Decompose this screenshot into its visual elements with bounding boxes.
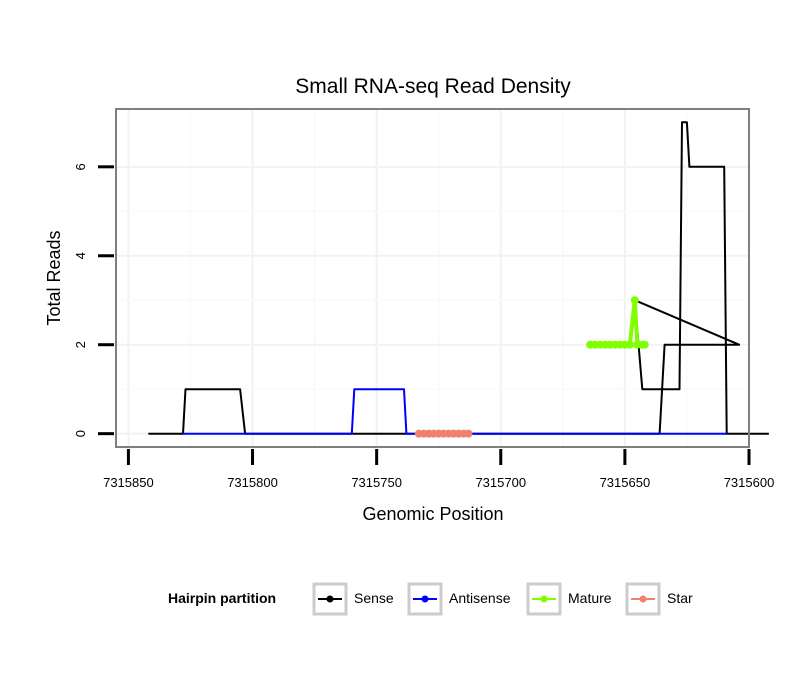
- legend-key-point: [326, 595, 334, 603]
- series-layer: [148, 121, 769, 438]
- y-axis-title: Total Reads: [44, 230, 64, 325]
- chart-title: Small RNA-seq Read Density: [295, 75, 571, 98]
- x-tick-label: 7315750: [351, 475, 402, 490]
- data-point-mature: [640, 340, 649, 349]
- series-mature: [586, 296, 649, 349]
- data-point-mature: [630, 296, 639, 305]
- series-star: [414, 429, 473, 438]
- data-point-star: [464, 429, 473, 438]
- legend-key-point: [421, 595, 429, 603]
- x-axis: 7315850 7315800 7315750 7315700 7315650 73156…: [103, 449, 774, 490]
- x-tick-label: 7315850: [103, 475, 154, 490]
- x-tick-label: 7315600: [724, 475, 775, 490]
- y-tick-label: 2: [73, 341, 88, 348]
- x-tick-label: 7315800: [227, 475, 278, 490]
- grid-lines: [116, 109, 750, 447]
- x-tick-label: 7315650: [600, 475, 651, 490]
- legend: Hairpin partition Sense Antisense Mature St…: [168, 582, 693, 616]
- legend-key-point: [540, 595, 548, 603]
- legend-label-sense: Sense: [354, 590, 394, 606]
- legend-label-mature: Mature: [568, 590, 612, 606]
- legend-title: Hairpin partition: [168, 590, 276, 606]
- y-tick-label: 0: [73, 430, 88, 437]
- data-point-mature: [625, 340, 634, 349]
- legend-key-point: [639, 595, 647, 603]
- y-tick-label: 6: [73, 163, 88, 170]
- x-axis-title: Genomic Position: [362, 504, 503, 524]
- panel-background: [116, 109, 749, 447]
- legend-label-star: Star: [667, 590, 693, 606]
- x-tick-label: 7315700: [475, 475, 526, 490]
- y-tick-label: 4: [73, 252, 88, 259]
- series-line-antisense: [183, 388, 727, 435]
- panel-border: [115, 108, 750, 448]
- y-axis: 0 2 4 6: [73, 163, 114, 437]
- legend-label-antisense: Antisense: [449, 590, 511, 606]
- series-antisense: [183, 388, 727, 435]
